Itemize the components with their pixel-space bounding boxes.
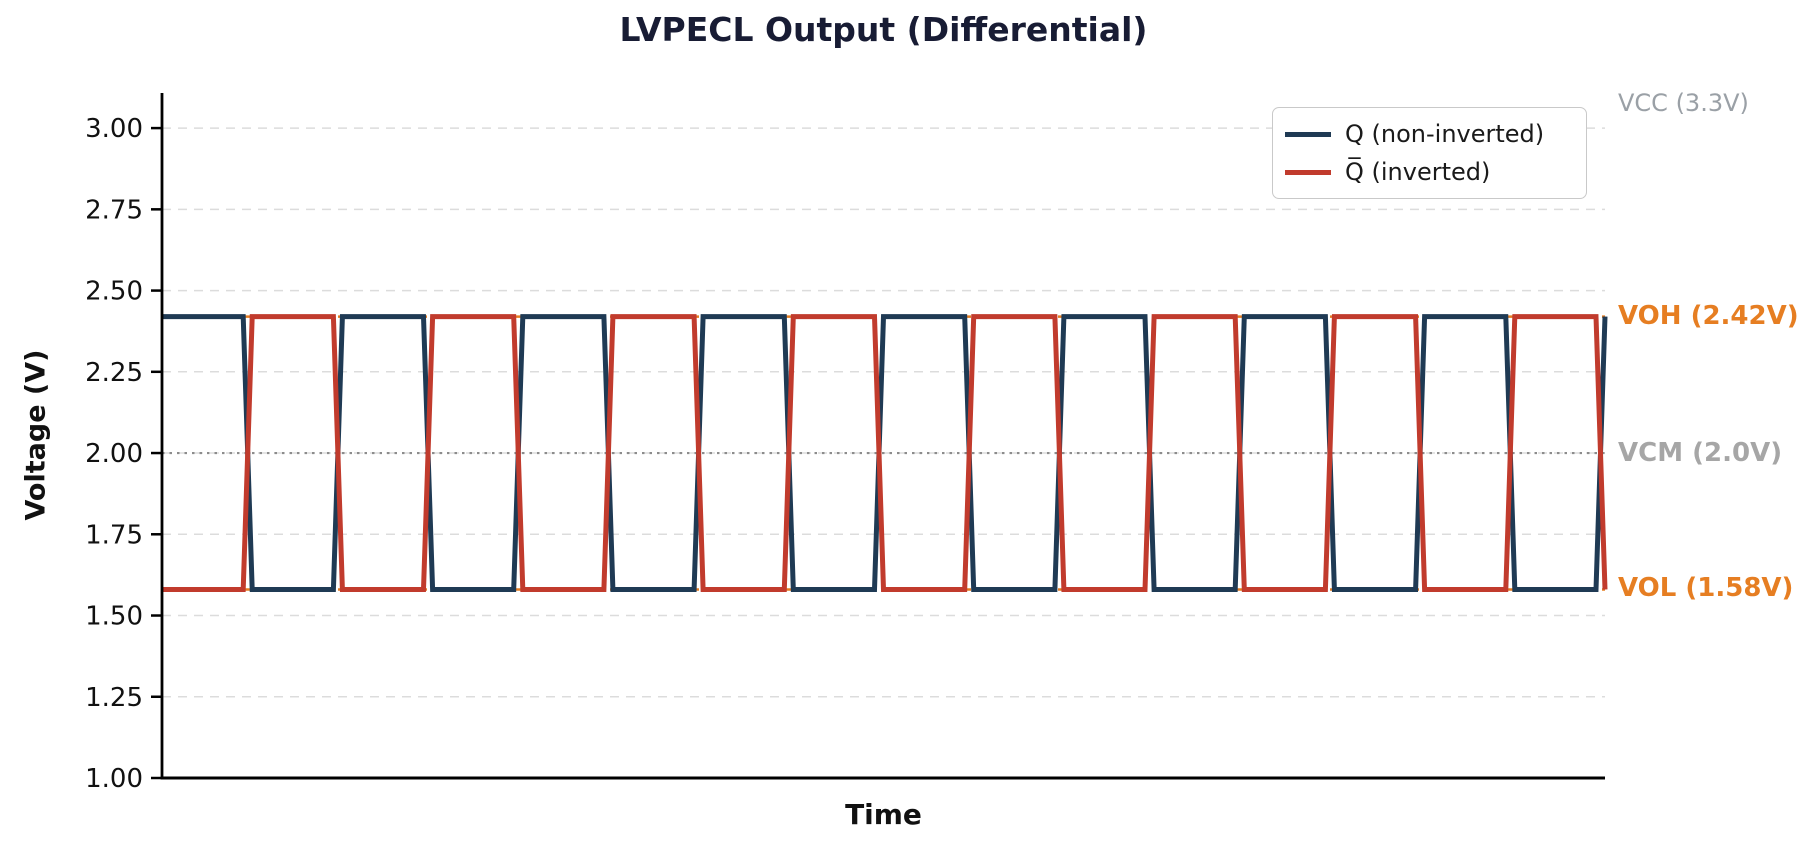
chart-title: LVPECL Output (Differential) (619, 10, 1148, 49)
q-line-swatch (1285, 131, 1331, 137)
voh-annotation: VOH (2.42V) (1618, 301, 1799, 331)
y-tick-label: 2.00 (85, 439, 143, 469)
y-tick-label: 1.75 (85, 520, 143, 550)
q-waveform (162, 314, 1608, 592)
qbar-line-swatch (1285, 169, 1331, 175)
qbar-waveform (162, 314, 1608, 592)
vcm-annotation: VCM (2.0V) (1618, 438, 1783, 468)
y-tick-label: 2.25 (85, 358, 143, 388)
legend-entry-q: Q (non-inverted) (1285, 117, 1572, 151)
y-tick-label: 1.25 (85, 683, 143, 713)
legend-label-q: Q (non-inverted) (1345, 120, 1545, 148)
vcc-annotation: VCC (3.3V) (1618, 89, 1749, 117)
legend-label-qbar: Q̅ (inverted) (1345, 158, 1491, 186)
legend: Q (non-inverted) Q̅ (inverted) (1272, 107, 1587, 199)
y-tick-label: 2.50 (85, 277, 143, 307)
x-axis-label: Time (845, 798, 922, 831)
y-tick-label: 1.00 (85, 764, 143, 794)
vol-annotation: VOL (1.58V) (1618, 573, 1794, 603)
legend-entry-qbar: Q̅ (inverted) (1285, 155, 1572, 189)
y-tick-label: 3.00 (85, 114, 143, 144)
y-tick-label: 1.50 (85, 602, 143, 632)
y-tick-label: 2.75 (85, 195, 143, 225)
